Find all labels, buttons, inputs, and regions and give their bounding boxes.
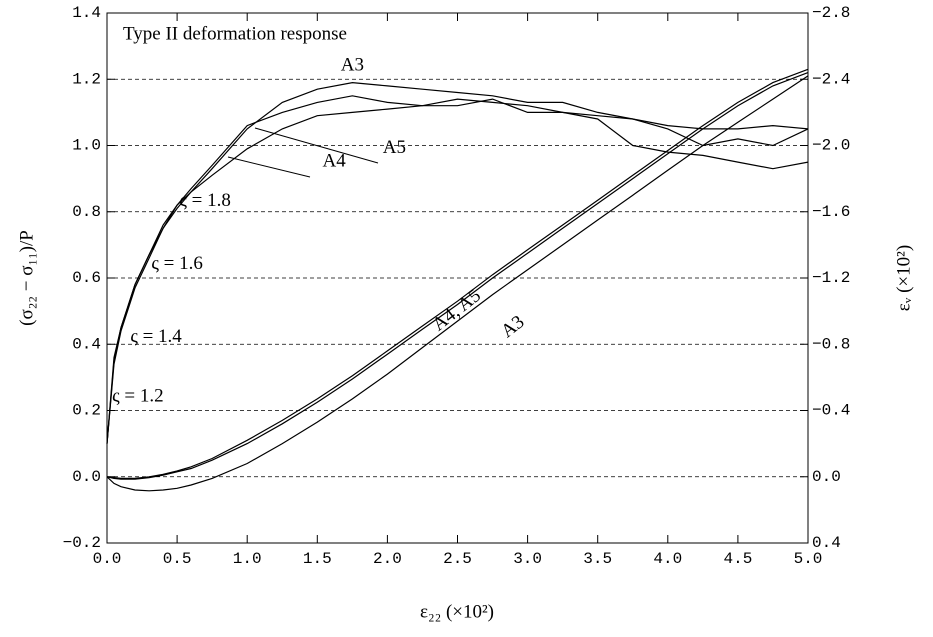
y2-tick-label: 0.4	[812, 534, 841, 552]
y-tick-label: 0.0	[72, 468, 101, 486]
annotation: A3	[497, 311, 528, 342]
y2-tick-label: −0.4	[812, 402, 850, 420]
arrow	[254, 127, 379, 164]
y2-tick-label: −1.6	[812, 203, 850, 221]
y2-axis-label: εᵥ (×10²)	[893, 245, 914, 311]
y2-tick-label: 0.0	[812, 468, 841, 486]
y-tick-label: 0.8	[72, 203, 101, 221]
x-tick-label: 0.5	[163, 550, 192, 568]
line	[106, 75, 809, 492]
y-axis-label: (σ₂₂ − σ₁₁)/P	[16, 230, 37, 326]
annotation: ς = 1.4	[130, 326, 182, 347]
x-tick-label: 0.0	[93, 550, 122, 568]
x-axis-label: ε₂₂ (×10²)	[420, 601, 494, 622]
y-tick-label: 0.6	[72, 269, 101, 287]
annotation: ς = 1.6	[151, 253, 203, 274]
y-tick-label: 1.2	[72, 70, 101, 88]
annotation: A5	[383, 137, 406, 158]
x-tick-label: 1.5	[303, 550, 332, 568]
x-tick-label: 4.5	[723, 550, 752, 568]
y2-tick-label: −1.2	[812, 269, 850, 287]
y-tick-label: 1.4	[72, 4, 101, 22]
y-tick-label: 1.0	[72, 137, 101, 155]
x-tick-label: 3.5	[583, 550, 612, 568]
x-tick-label: 4.0	[653, 550, 682, 568]
chart-title: Type II deformation response	[123, 23, 347, 44]
line	[106, 98, 809, 444]
x-tick-label: 2.5	[443, 550, 472, 568]
x-tick-label: 2.0	[373, 550, 402, 568]
annotation: A4, A5	[429, 285, 485, 335]
x-tick-label: 3.0	[513, 550, 542, 568]
line	[106, 68, 809, 479]
y-tick-label: 0.4	[72, 335, 101, 353]
y2-tick-label: −0.8	[812, 335, 850, 353]
x-tick-label: 1.0	[233, 550, 262, 568]
y-tick-label: −0.2	[63, 534, 101, 552]
y2-tick-label: −2.8	[812, 4, 850, 22]
y-tick-label: 0.2	[72, 402, 101, 420]
annotation: ς = 1.2	[112, 386, 164, 407]
y2-tick-label: −2.4	[812, 70, 850, 88]
line	[106, 72, 809, 480]
arrow	[227, 156, 311, 178]
x-tick-label: 5.0	[794, 550, 823, 568]
line	[106, 81, 809, 444]
annotation: A3	[341, 54, 364, 75]
annotation: ς = 1.8	[179, 190, 231, 211]
y2-tick-label: −2.0	[812, 137, 850, 155]
line	[106, 95, 809, 444]
annotation: A4	[323, 150, 347, 171]
